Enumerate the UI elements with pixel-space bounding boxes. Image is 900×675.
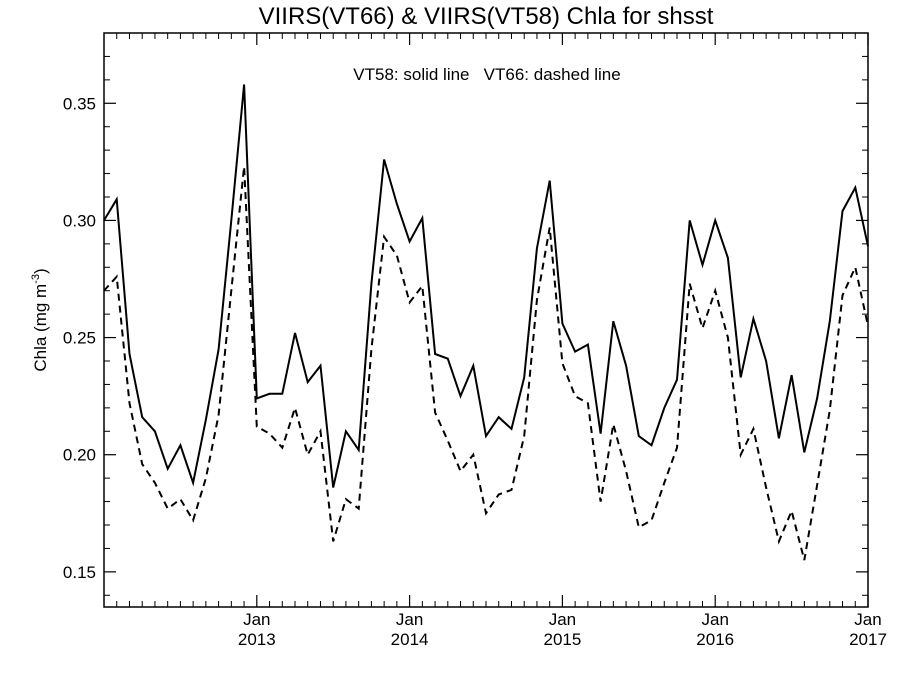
series-line-vt66 <box>103 166 869 561</box>
line-style-annotation: VT58: solid line VT66: dashed line <box>353 65 620 84</box>
y-axis-label: Chla (mg m-3) <box>30 268 50 371</box>
x-tick-label-month: Jan <box>549 610 576 629</box>
x-tick-label-year: 2015 <box>543 630 581 649</box>
y-axis-label-unit-exponent: -3 <box>30 274 42 284</box>
x-tick-label-month: Jan <box>854 610 881 629</box>
y-axis-label-main: Chla (mg m <box>31 284 50 372</box>
x-tick-label-year: 2013 <box>238 630 276 649</box>
svg-text:Chla (mg m-3): Chla (mg m-3) <box>30 268 50 371</box>
y-tick-label: 0.20 <box>63 446 96 465</box>
x-tick-label-year: 2017 <box>849 630 887 649</box>
y-tick-label: 0.25 <box>63 329 96 348</box>
chart-title: VIIRS(VT66) & VIIRS(VT58) Chla for shsst <box>259 3 714 30</box>
y-axis-label-close: ) <box>31 268 50 274</box>
y-tick-label: 0.35 <box>63 94 96 113</box>
x-tick-label-month: Jan <box>396 610 423 629</box>
x-tick-label-year: 2016 <box>696 630 734 649</box>
series-line-vt58 <box>103 84 869 488</box>
x-tick-label-year: 2014 <box>391 630 429 649</box>
y-tick-label: 0.15 <box>63 563 96 582</box>
x-tick-label-month: Jan <box>701 610 728 629</box>
x-tick-label-month: Jan <box>243 610 270 629</box>
y-tick-label: 0.30 <box>63 211 96 230</box>
